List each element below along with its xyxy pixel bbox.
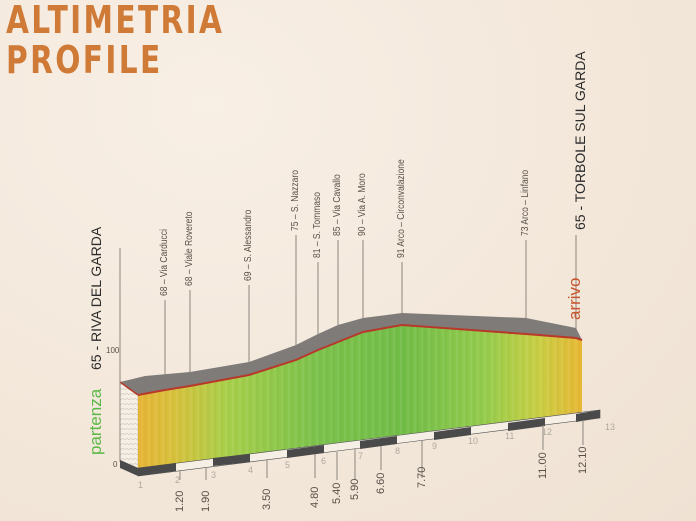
scale-tick: 5 [285,460,291,470]
scale-tick: 8 [395,446,401,456]
waypoint-label: 68 – Viale Rovereto [184,211,195,286]
start-label: partenza [86,388,105,455]
title-line-2: PROFILE [6,38,163,82]
scale-tick: 6 [321,456,327,466]
km-mark: 5.40 [331,482,343,504]
km-mark: 6.60 [375,472,387,494]
road-surface [120,313,582,395]
km-mark: 3.50 [261,488,273,510]
start-place: 65 - RIVA DEL GARDA [88,226,104,370]
y-tick-100: 100 [106,346,120,355]
km-mark: 1.20 [174,490,186,512]
km-mark: 12.10 [577,446,589,474]
scale-tick: 4 [248,465,254,475]
title-line-1: ALTIMETRIA [6,0,225,42]
waypoint-label: 68 – Via Carducci [159,229,170,296]
scale-tick: 1 [138,480,144,490]
waypoint-label: 69 – S. Alessandro [243,209,254,281]
scale-tick: 2 [175,475,181,485]
km-mark: 5.90 [349,478,361,500]
waypoint-label: 91 Arco – Circonvalazione [396,159,407,258]
km-mark: 1.90 [200,490,212,512]
waypoint-label: 81 – S. Tommaso [312,192,323,258]
scale-tick: 7 [358,451,364,461]
km-mark: 4.80 [309,486,321,508]
finish-label: arrivo [565,277,584,320]
waypoint-label: 73 Arco – Linfano [520,169,531,236]
scale-tick: 9 [432,441,438,451]
km-scale-bar [120,409,601,477]
profile-line [137,323,583,396]
side-face [119,381,139,469]
scale-tick: 13 [605,422,616,432]
finish-place: 65 - TORBOLE SUL GARDA [572,51,588,230]
waypoint-label: 90 – Via A. Moro [357,173,368,236]
scale-tick: 3 [211,470,217,480]
y-tick-0: 0 [113,460,118,469]
scale-tick: 11 [505,431,515,441]
waypoint-label: 75 – S. Nazzaro [290,170,301,231]
km-mark: 7.70 [416,466,428,488]
km-mark: 11.00 [537,452,549,479]
scale-tick: 12 [542,427,553,437]
chart-title: ALTIMETRIA PROFILE [6,0,224,80]
waypoint-label: 85 – Via Cavallo [332,174,343,236]
scale-tick: 10 [468,436,479,446]
